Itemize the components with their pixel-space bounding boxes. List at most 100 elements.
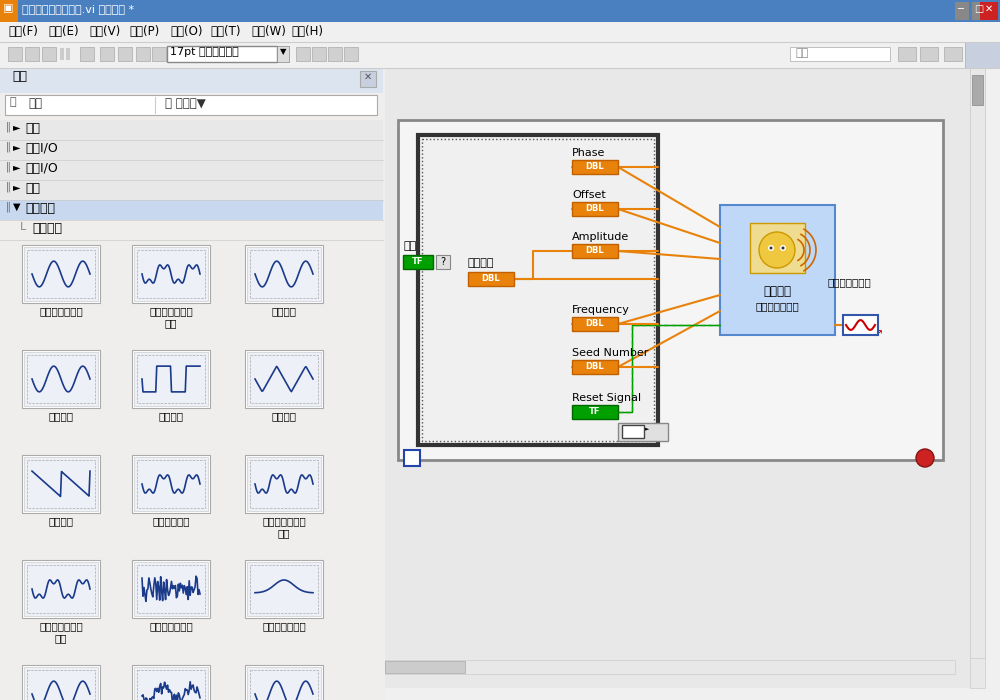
Bar xyxy=(42,47,56,61)
Bar xyxy=(132,665,210,700)
Bar xyxy=(247,247,321,301)
Text: Seed Number: Seed Number xyxy=(572,348,648,358)
Text: DBL: DBL xyxy=(586,204,604,213)
Bar xyxy=(24,667,98,700)
Bar xyxy=(980,2,998,20)
Bar xyxy=(132,350,210,408)
Bar xyxy=(572,160,618,174)
Bar xyxy=(247,562,321,616)
Bar xyxy=(572,360,618,374)
Text: 测量I/O: 测量I/O xyxy=(25,142,58,155)
Text: 操作(O): 操作(O) xyxy=(170,25,202,38)
Bar xyxy=(0,200,383,220)
Text: 均匀白噪声波形: 均匀白噪声波形 xyxy=(149,621,193,631)
Text: 高斯白噪声波形: 高斯白噪声波形 xyxy=(262,621,306,631)
Bar xyxy=(132,560,210,618)
Bar xyxy=(66,48,70,60)
Bar xyxy=(137,670,205,700)
Bar xyxy=(0,140,383,160)
Text: ✕: ✕ xyxy=(364,72,372,82)
Bar xyxy=(898,47,916,61)
Bar xyxy=(312,47,326,61)
Bar xyxy=(0,68,383,93)
Bar xyxy=(250,670,318,700)
Bar xyxy=(0,22,1000,42)
Text: Offset: Offset xyxy=(572,190,606,200)
Text: 函数: 函数 xyxy=(12,70,27,83)
Bar xyxy=(250,460,318,508)
Text: 正弦与均匀噪声: 正弦与均匀噪声 xyxy=(828,277,872,287)
Bar xyxy=(344,47,358,61)
Bar xyxy=(27,250,95,298)
Bar xyxy=(80,47,94,61)
Text: 真: 真 xyxy=(637,426,643,435)
Text: 三角波形: 三角波形 xyxy=(272,411,296,421)
Text: ◄: ◄ xyxy=(630,426,636,432)
Text: ✕: ✕ xyxy=(985,4,993,14)
Bar xyxy=(972,75,983,105)
Bar xyxy=(24,562,98,616)
Text: ►: ► xyxy=(13,162,20,172)
Text: □: □ xyxy=(974,4,984,14)
Bar xyxy=(0,68,385,700)
Bar xyxy=(118,47,132,61)
Bar xyxy=(27,565,95,613)
Circle shape xyxy=(768,245,774,251)
Text: L: L xyxy=(20,222,26,232)
Bar xyxy=(0,120,383,140)
Bar xyxy=(972,75,983,95)
Bar xyxy=(137,355,205,403)
Bar xyxy=(27,355,95,403)
Text: DBL: DBL xyxy=(482,274,500,283)
Bar xyxy=(0,220,383,240)
Bar xyxy=(403,255,433,269)
Bar xyxy=(972,2,986,20)
Text: DBL: DBL xyxy=(586,319,604,328)
Bar xyxy=(398,120,943,460)
Bar xyxy=(132,455,210,513)
Bar xyxy=(5,95,377,115)
Bar xyxy=(132,245,210,303)
Text: 仿真信号: 仿真信号 xyxy=(763,285,791,298)
Text: 公式波形: 公式波形 xyxy=(272,306,296,316)
Bar xyxy=(720,205,835,335)
Text: 仪器I/O: 仪器I/O xyxy=(25,162,58,175)
Text: DBL: DBL xyxy=(586,362,604,371)
Text: ‖: ‖ xyxy=(6,202,11,213)
Text: Phase: Phase xyxy=(572,148,605,158)
Text: ↗: ↗ xyxy=(873,330,882,340)
Bar xyxy=(422,139,654,441)
Bar xyxy=(418,135,658,445)
Text: 帮助(H): 帮助(H) xyxy=(292,25,324,38)
Bar xyxy=(944,47,962,61)
Bar xyxy=(134,562,208,616)
Bar xyxy=(24,247,98,301)
Text: 基本带幅值混合: 基本带幅值混合 xyxy=(262,516,306,526)
Bar xyxy=(250,565,318,613)
Bar xyxy=(277,46,289,62)
Bar xyxy=(250,250,318,298)
Text: ►: ► xyxy=(13,182,20,192)
Bar xyxy=(385,660,955,674)
Bar xyxy=(572,317,618,331)
Text: 正弦波形: 正弦波形 xyxy=(48,411,74,421)
Circle shape xyxy=(770,246,772,249)
Bar xyxy=(572,405,618,419)
Bar xyxy=(0,180,383,200)
Bar xyxy=(790,47,890,61)
Text: 查看(V): 查看(V) xyxy=(89,25,120,38)
Bar xyxy=(618,423,668,441)
Text: Frequency: Frequency xyxy=(572,305,630,315)
Text: 搜索: 搜索 xyxy=(795,48,808,58)
Text: 锯齿波形: 锯齿波形 xyxy=(48,516,74,526)
Bar xyxy=(843,315,878,335)
Bar xyxy=(245,245,323,303)
Bar xyxy=(25,47,39,61)
Text: Amplitude: Amplitude xyxy=(572,232,629,242)
Bar xyxy=(24,352,98,406)
Bar xyxy=(24,457,98,511)
Text: ?: ? xyxy=(440,257,446,267)
Text: DBL: DBL xyxy=(586,246,604,255)
Text: 布尔: 布尔 xyxy=(403,241,416,251)
Text: 🔍: 🔍 xyxy=(10,97,17,107)
